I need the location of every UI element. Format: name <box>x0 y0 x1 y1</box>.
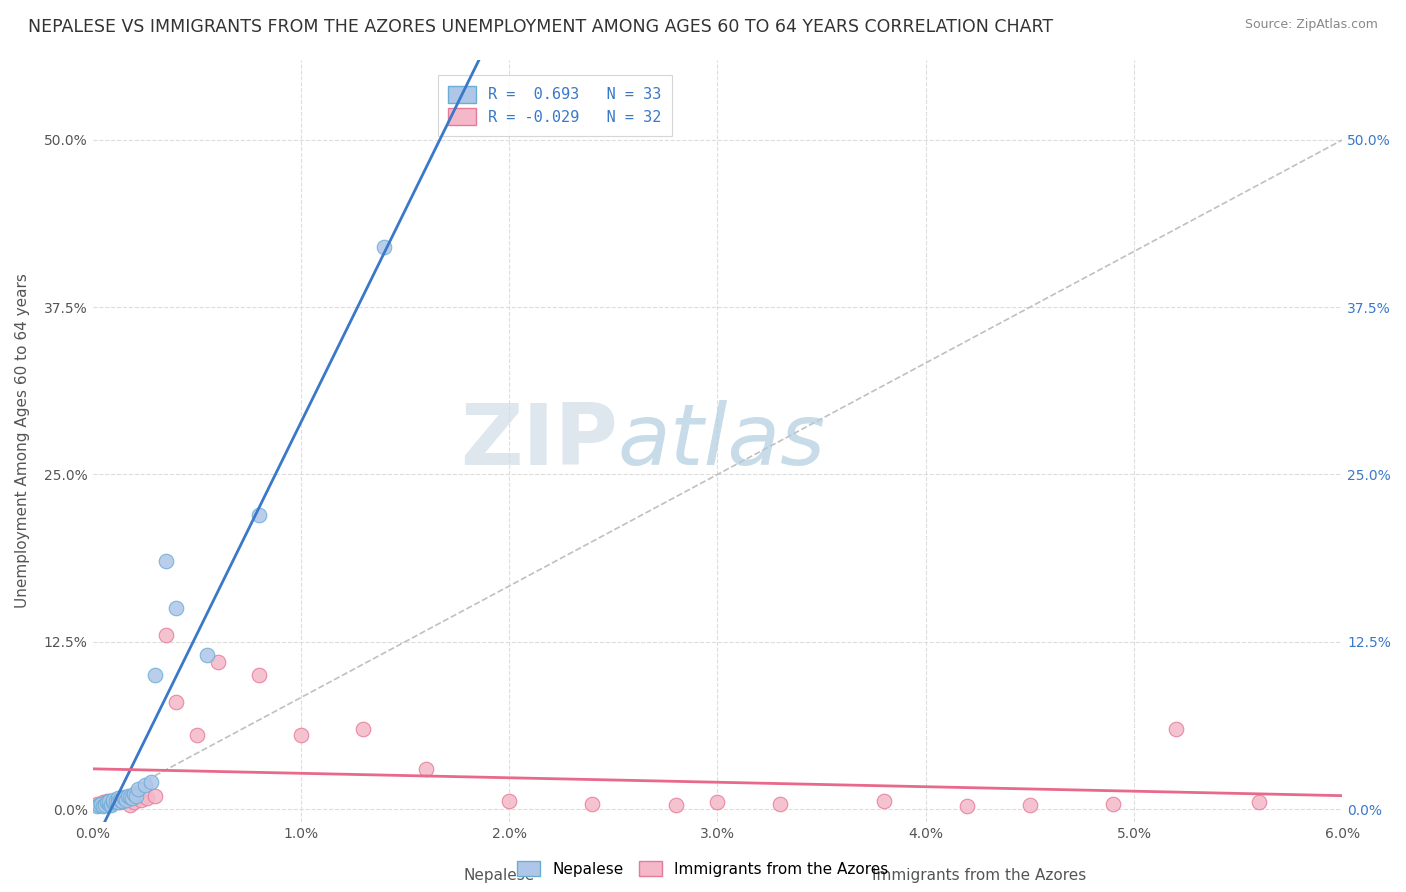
Point <box>207 655 229 669</box>
Point <box>165 695 187 709</box>
Point <box>581 797 603 811</box>
Text: ZIP: ZIP <box>460 400 617 483</box>
Point <box>91 799 114 814</box>
Text: Immigrants from the Azores: Immigrants from the Azores <box>872 868 1085 883</box>
Point <box>112 791 135 805</box>
Point <box>165 601 187 615</box>
Text: Nepalese: Nepalese <box>463 868 534 883</box>
Point <box>120 798 142 813</box>
Legend: Nepalese, Immigrants from the Azores: Nepalese, Immigrants from the Azores <box>510 853 896 884</box>
Point <box>195 648 218 662</box>
Point <box>120 790 142 805</box>
Point <box>415 762 437 776</box>
Text: atlas: atlas <box>617 400 825 483</box>
Point <box>290 729 312 743</box>
Point <box>100 797 122 811</box>
Point <box>134 778 156 792</box>
Point <box>108 796 131 810</box>
Point <box>96 796 118 810</box>
Point <box>769 797 792 811</box>
Point <box>247 668 270 682</box>
Point <box>1102 797 1125 811</box>
Point <box>117 789 139 803</box>
Point <box>121 791 143 805</box>
Point <box>91 796 114 810</box>
Point <box>107 791 129 805</box>
Y-axis label: Unemployment Among Ages 60 to 64 years: Unemployment Among Ages 60 to 64 years <box>15 274 30 608</box>
Point <box>186 729 208 743</box>
Point <box>86 799 108 814</box>
Point <box>115 793 138 807</box>
Point <box>139 775 162 789</box>
Point <box>100 798 122 813</box>
Point <box>1247 796 1270 810</box>
Point <box>98 794 121 808</box>
Point <box>94 798 117 813</box>
Point <box>247 508 270 522</box>
Point <box>124 788 146 802</box>
Point <box>143 789 166 803</box>
Point <box>103 793 125 807</box>
Point <box>112 794 135 808</box>
Point <box>373 240 395 254</box>
Point <box>352 722 374 736</box>
Point <box>956 799 979 814</box>
Point <box>98 797 121 811</box>
Point <box>1164 722 1187 736</box>
Point <box>135 791 157 805</box>
Text: Source: ZipAtlas.com: Source: ZipAtlas.com <box>1244 18 1378 31</box>
Legend: R =  0.693   N = 33, R = -0.029   N = 32: R = 0.693 N = 33, R = -0.029 N = 32 <box>437 75 672 136</box>
Point <box>111 794 134 808</box>
Point <box>127 782 149 797</box>
Point <box>90 797 112 811</box>
Point <box>103 796 125 810</box>
Point <box>129 793 152 807</box>
Text: NEPALESE VS IMMIGRANTS FROM THE AZORES UNEMPLOYMENT AMONG AGES 60 TO 64 YEARS CO: NEPALESE VS IMMIGRANTS FROM THE AZORES U… <box>28 18 1053 36</box>
Point <box>87 798 110 813</box>
Point <box>112 790 135 805</box>
Point <box>143 668 166 682</box>
Point <box>706 796 728 810</box>
Point <box>873 794 896 808</box>
Point <box>86 797 108 811</box>
Point <box>104 794 127 808</box>
Point <box>155 554 177 568</box>
Point <box>498 794 520 808</box>
Point <box>155 628 177 642</box>
Point <box>1018 798 1040 813</box>
Point <box>96 794 118 808</box>
Point <box>87 798 110 813</box>
Point <box>665 798 688 813</box>
Point <box>104 793 127 807</box>
Point <box>125 789 148 803</box>
Point <box>124 796 146 810</box>
Point <box>107 796 129 810</box>
Point <box>108 793 131 807</box>
